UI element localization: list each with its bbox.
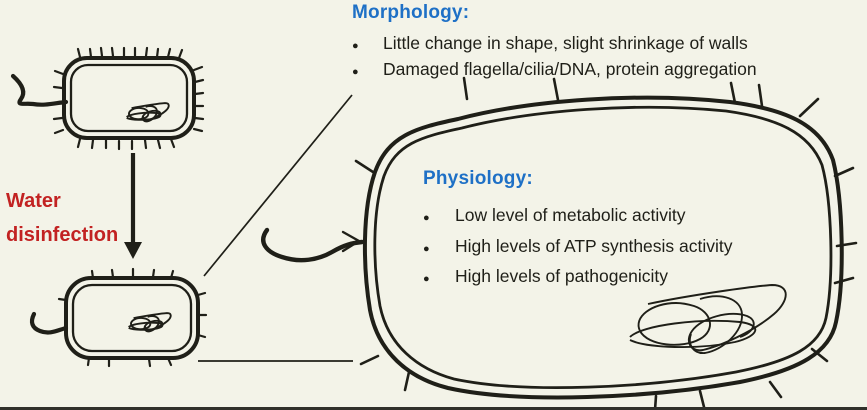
cell-wall-inner [373,105,833,390]
flagellum-icon [261,227,365,263]
bacterium-before-drawing [10,46,205,151]
nucleoid-icon [629,284,787,355]
pili-icons [52,46,205,151]
flagellum-icon [29,311,69,335]
cell-wall-outer [362,95,844,400]
magnifier-line-top [203,94,353,277]
flagellum-barb [341,230,361,253]
cell-wall-inner [69,63,189,133]
flagellum-icon [10,73,69,107]
down-arrow-icon [124,153,142,259]
bacterium-after-drawing [29,267,208,368]
slide-bottom-border [0,407,867,410]
nucleoid-icon [126,102,170,122]
cell-wall-inner [71,283,193,353]
pili-icons [57,267,208,368]
nucleoid-icon [128,312,172,332]
cell-wall-outer [62,56,196,140]
bacterium-magnified-drawing [261,76,858,410]
pili-icons [354,76,858,410]
cell-wall-outer [64,276,200,360]
